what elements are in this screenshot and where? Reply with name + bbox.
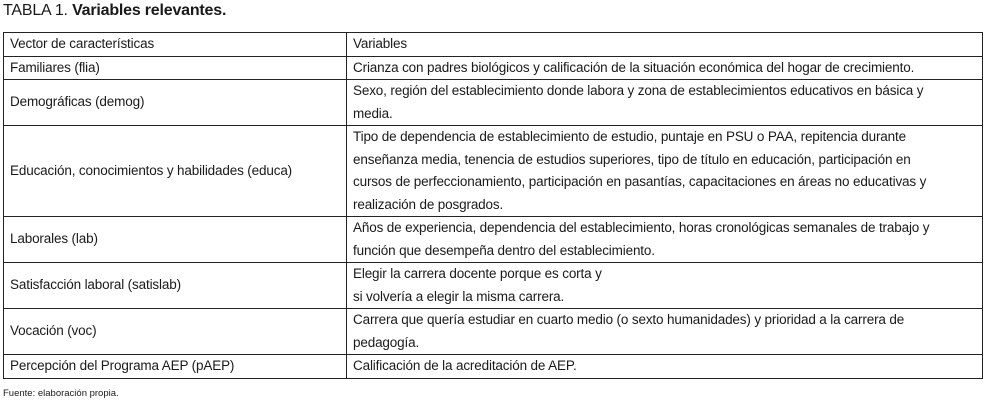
table-row: Percepción del Programa AEP (pAEP) Califi… xyxy=(3,354,983,379)
vector-cell: Familiares (flia) xyxy=(3,55,347,80)
table-row: Familiares (flia) Crianza con padres biol… xyxy=(3,55,983,80)
vector-cell: Percepción del Programa AEP (pAEP) xyxy=(3,354,347,379)
variables-line: enseñanza media, tenencia de estudios su… xyxy=(353,151,911,167)
variables-cell: Años de experiencia, dependencia del est… xyxy=(346,216,983,263)
variables-line: Tipo de dependencia de establecimiento d… xyxy=(353,129,906,144)
variables-line: pedagogía. xyxy=(353,334,420,350)
variables-line: Sexo, región del establecimiento donde l… xyxy=(353,83,924,98)
variables-line: Años de experiencia, dependencia del est… xyxy=(353,220,930,235)
table-row: Educación, conocimientos y habilidades (… xyxy=(3,125,983,217)
table-row: Vocación (voc) Carrera que quería estudia… xyxy=(3,308,983,355)
variables-line: Carrera que quería estudiar en cuarto me… xyxy=(353,312,905,327)
table-row: Laborales (lab) Años de experiencia, depe… xyxy=(3,216,983,263)
source-note: Fuente: elaboración propia. xyxy=(3,388,119,399)
header-variables: Variables xyxy=(346,32,983,57)
vector-cell: Demográficas (demog) xyxy=(3,79,347,126)
variables-cell: Elegir la carrera docente porque es cort… xyxy=(346,262,983,309)
variables-line: Calificación de la acreditación de AEP. xyxy=(353,358,577,373)
table-number: TABLA 1. xyxy=(3,2,68,19)
variables-cell: Carrera que quería estudiar en cuarto me… xyxy=(346,308,983,355)
variables-line: cursos de perfeccionamiento, participaci… xyxy=(353,174,927,189)
variables-cell: Sexo, región del establecimiento donde l… xyxy=(346,79,983,126)
variables-cell: Tipo de dependencia de establecimiento d… xyxy=(346,125,983,217)
variables-cell: Crianza con padres biológicos y califica… xyxy=(346,55,983,80)
table-caption: Variables relevantes. xyxy=(72,2,227,19)
variables-line: realización de posgrados. xyxy=(353,196,504,212)
variables-line: media. xyxy=(353,105,393,121)
table-title: TABLA 1. Variables relevantes. xyxy=(3,2,226,20)
variables-table: Vector de características Variables Fami… xyxy=(3,32,983,379)
variables-cell: Calificación de la acreditación de AEP. xyxy=(346,354,983,379)
table-header-row: Vector de características Variables xyxy=(3,32,983,57)
vector-cell: Vocación (voc) xyxy=(3,308,347,355)
header-vector: Vector de características xyxy=(3,32,347,57)
table-row: Satisfacción laboral (satislab) Elegir la… xyxy=(3,262,983,309)
vector-cell: Laborales (lab) xyxy=(3,216,347,263)
table-row: Demográficas (demog) Sexo, región del est… xyxy=(3,79,983,126)
variables-line: Crianza con padres biológicos y califica… xyxy=(353,59,915,75)
vector-cell: Satisfacción laboral (satislab) xyxy=(3,262,347,309)
variables-line: función que desempeña dentro del estable… xyxy=(353,242,655,258)
vector-cell: Educación, conocimientos y habilidades (… xyxy=(3,125,347,217)
variables-line: Elegir la carrera docente porque es cort… xyxy=(353,266,602,281)
variables-line: si volvería a elegir la misma carrera. xyxy=(353,288,565,304)
